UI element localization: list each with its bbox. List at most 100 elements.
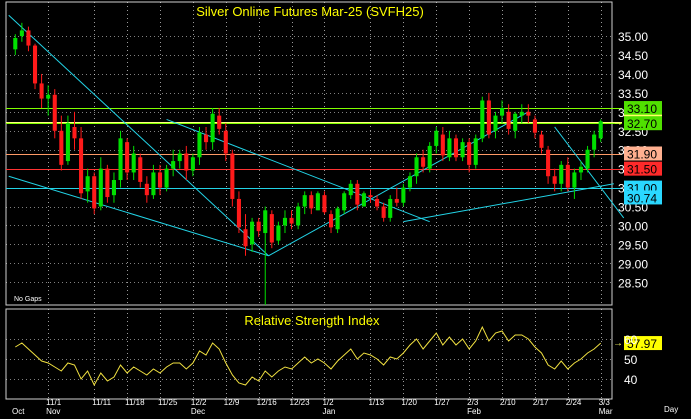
candle-up <box>210 113 215 143</box>
candle-down <box>467 142 472 165</box>
price-label-text: 31.50 <box>627 163 657 177</box>
candle-down <box>144 183 149 196</box>
candle-down <box>157 172 163 188</box>
price-y-tick-label: 33.50 <box>618 87 648 101</box>
candle-up <box>19 30 24 37</box>
candle-up <box>282 217 288 226</box>
candle-up <box>302 195 307 207</box>
candle-up <box>361 193 366 207</box>
x-month-label: Mar <box>599 407 613 416</box>
candle-up <box>315 193 320 211</box>
x-tick-label: 12/9 <box>224 398 240 407</box>
candle-up <box>401 187 406 203</box>
x-tick-label: 1/2 <box>322 398 334 407</box>
candle-up <box>559 164 564 184</box>
candle-down <box>256 221 261 232</box>
candle-down <box>453 138 459 158</box>
candle-down <box>322 195 327 213</box>
x-tick-label: 12/23 <box>290 398 311 407</box>
candle-up <box>263 210 268 234</box>
candle-up <box>473 138 478 165</box>
price-y-tick-label: 34.50 <box>618 49 648 63</box>
rsi-series: → 57.97 <box>15 325 662 387</box>
gap-note: No Gaps <box>14 296 42 303</box>
candle-down <box>92 176 97 209</box>
rsi-chart-title: Relative Strength Index <box>244 313 380 328</box>
x-month-label: Feb <box>467 407 481 416</box>
price-label-text: 33.10 <box>627 102 657 116</box>
price-y-tick-label: 35.00 <box>618 30 648 44</box>
candle-down <box>565 164 570 188</box>
price-chart-title: Silver Online Futures Mar-25 (SVFH25) <box>196 4 424 19</box>
price-label-box <box>624 161 662 176</box>
candle-down <box>375 198 380 207</box>
price-y-tick-label: 29.50 <box>618 238 648 252</box>
candle-down <box>105 168 110 198</box>
candle-up <box>197 132 202 158</box>
candle-up <box>46 94 51 99</box>
x-tick-label: 12/2 <box>191 398 207 407</box>
price-y-tick-label: 29.00 <box>618 257 648 271</box>
candle-up <box>65 123 70 162</box>
candle-down <box>39 83 44 99</box>
candle-down <box>532 119 537 133</box>
candle-up <box>85 176 90 192</box>
rsi-line <box>15 325 602 387</box>
candle-up <box>480 100 485 139</box>
candle-up <box>296 206 301 226</box>
candle-down <box>328 214 334 228</box>
rsi-last-arrow: → <box>613 338 623 349</box>
candle-up <box>572 172 577 188</box>
candle-up <box>13 37 18 50</box>
candle-down <box>355 183 360 205</box>
candle-up <box>434 130 439 146</box>
candle-up <box>585 149 590 169</box>
x-tick-label: 11/18 <box>125 398 145 407</box>
candle-up <box>131 153 136 173</box>
candle-up <box>171 161 176 169</box>
candle-down <box>79 138 84 194</box>
candle-up <box>493 115 498 131</box>
candle-up <box>388 198 393 218</box>
rsi-last-value-label: 57.97 <box>627 337 657 351</box>
x-tick-label: 11/25 <box>158 398 178 407</box>
x-tick-label: 2/17 <box>533 398 549 407</box>
candle-up <box>500 108 505 116</box>
x-month-label: Nov <box>46 407 60 416</box>
candle-up <box>427 145 432 169</box>
price-label-text: 31.90 <box>627 148 657 162</box>
candle-down <box>72 126 77 139</box>
price-label-box <box>624 101 662 116</box>
candle-down <box>59 130 64 165</box>
candle-up <box>592 134 597 150</box>
rsi-y-tick-label: 40 <box>624 373 638 387</box>
price-panel-frame <box>5 1 613 306</box>
trendline <box>403 183 614 223</box>
candle-down <box>52 94 57 131</box>
candle-down <box>230 153 235 199</box>
x-month-label: Jan <box>322 407 335 416</box>
candle-down <box>184 153 189 171</box>
candle-down <box>26 30 31 46</box>
candle-up <box>335 208 340 230</box>
candle-down <box>486 100 491 135</box>
candle-down <box>243 229 248 247</box>
trendline <box>268 111 529 257</box>
candle-down <box>204 134 209 143</box>
candle-down <box>552 176 557 184</box>
x-axis-label: Day <box>664 405 678 414</box>
candle-down <box>421 157 426 167</box>
candle-down <box>381 206 386 218</box>
candle-down <box>506 111 511 129</box>
candle-up <box>414 157 419 177</box>
candle-up <box>519 111 524 116</box>
x-tick-label: 2/24 <box>566 398 582 407</box>
x-tick-label: 2/3 <box>467 398 479 407</box>
rsi-panel-frame <box>5 308 613 400</box>
trendline <box>8 175 269 257</box>
trendlines <box>8 14 625 257</box>
candle-up <box>164 168 169 188</box>
candle-down <box>526 111 531 116</box>
rsi-last-value-box <box>624 336 662 351</box>
